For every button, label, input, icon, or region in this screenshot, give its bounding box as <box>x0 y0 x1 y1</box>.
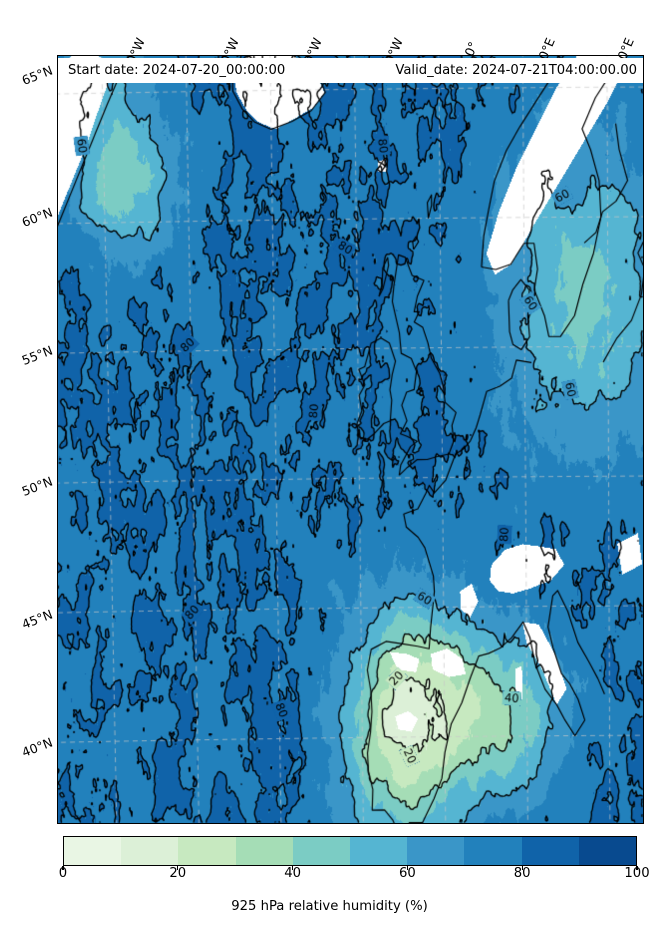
lat-tick-label-65n: 65°N <box>19 62 55 88</box>
lat-tick-label-60n: 60°N <box>19 204 55 230</box>
lat-tick-label-45n: 45°N <box>19 606 55 632</box>
colorbar-tick <box>291 866 294 870</box>
lat-tick-label-50n: 50°N <box>19 473 55 499</box>
colorbar-swatch <box>178 837 236 865</box>
colorbar-tick-label: 40 <box>284 866 301 881</box>
start-date-label: Start date: 2024-07-20_00:00:00 <box>68 62 286 78</box>
colorbar-swatch <box>121 837 179 865</box>
colorbar-title: 925 hPa relative humidity (%) <box>231 899 428 914</box>
date-banner: Start date: 2024-07-20_00:00:00 Valid_da… <box>58 58 643 83</box>
colorbar-gradient <box>63 836 637 866</box>
colorbar-tick-label: 60 <box>399 866 416 881</box>
colorbar-swatch <box>350 837 408 865</box>
colorbar-tick <box>406 866 409 870</box>
map-axes[interactable] <box>57 55 644 824</box>
humidity-field-canvas <box>58 56 643 823</box>
colorbar-swatch <box>64 837 122 865</box>
colorbar-swatch <box>407 837 465 865</box>
lat-tick-label-40n: 40°N <box>19 734 55 760</box>
colorbar-tick-label: 20 <box>169 866 187 881</box>
colorbar-tick-label: 100 <box>624 866 650 881</box>
colorbar-tick-label: 0 <box>58 866 68 881</box>
colorbar-swatch <box>578 837 637 865</box>
colorbar-tick <box>636 866 638 870</box>
colorbar-tick <box>62 866 64 870</box>
colorbar-tick <box>177 866 179 870</box>
colorbar-swatch <box>235 837 293 865</box>
colorbar-tick <box>521 866 523 870</box>
colorbar-swatch <box>292 837 351 865</box>
colorbar-swatch <box>521 837 579 865</box>
colorbar-swatch <box>464 837 522 865</box>
valid-date-label: Valid_date: 2024-07-21T04:00:00.00 <box>395 62 637 78</box>
colorbar-tick-label: 80 <box>513 866 531 881</box>
lat-tick-label-55n: 55°N <box>19 342 55 368</box>
colorbar[interactable] <box>63 836 637 866</box>
